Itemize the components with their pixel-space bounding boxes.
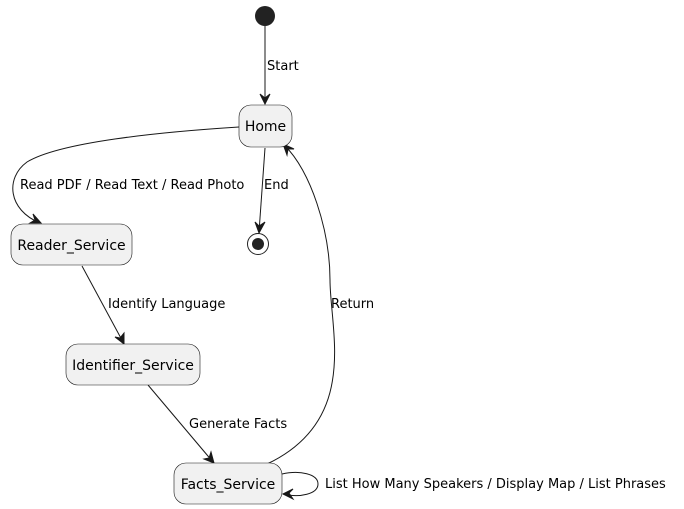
transition-start-label: Start [267,59,299,74]
transition-read-label: Read PDF / Read Text / Read Photo [20,178,244,193]
transition-self-loop [281,471,319,501]
transition-end [254,147,266,235]
transition-start [259,26,271,106]
state-facts-service-label: Facts_Service [181,477,276,493]
transition-return-label: Return [331,297,374,312]
transition-read [12,126,240,224]
state-reader-service-label: Reader_Service [17,238,125,254]
transition-generate-label: Generate Facts [189,417,287,432]
state-identifier-service-label: Identifier_Service [72,358,194,374]
transition-generate [147,384,215,464]
state-facts-service: Facts_Service [173,462,283,505]
state-identifier-service: Identifier_Service [65,343,201,386]
initial-state-node [255,6,275,26]
transition-identify [81,265,125,346]
transition-end-label: End [264,178,289,193]
transition-identify-label: Identify Language [108,297,225,312]
state-reader-service: Reader_Service [10,223,133,266]
transition-return [266,143,336,465]
transition-self-loop-label: List How Many Speakers / Display Map / L… [325,477,666,492]
state-home-label: Home [245,119,286,135]
final-state-node [247,233,269,255]
state-home: Home [238,104,293,148]
